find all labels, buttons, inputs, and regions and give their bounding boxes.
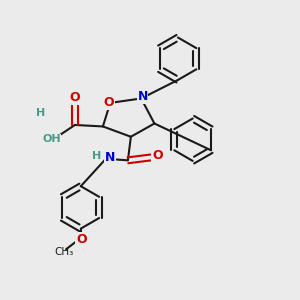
Text: H: H (92, 152, 101, 161)
Text: O: O (152, 149, 163, 162)
Text: O: O (103, 96, 114, 110)
Text: N: N (105, 151, 115, 164)
Text: CH₃: CH₃ (54, 247, 74, 257)
Text: O: O (76, 233, 87, 246)
Text: N: N (137, 91, 148, 103)
Text: OH: OH (42, 134, 61, 144)
Text: H: H (36, 108, 46, 118)
Text: O: O (70, 92, 80, 104)
